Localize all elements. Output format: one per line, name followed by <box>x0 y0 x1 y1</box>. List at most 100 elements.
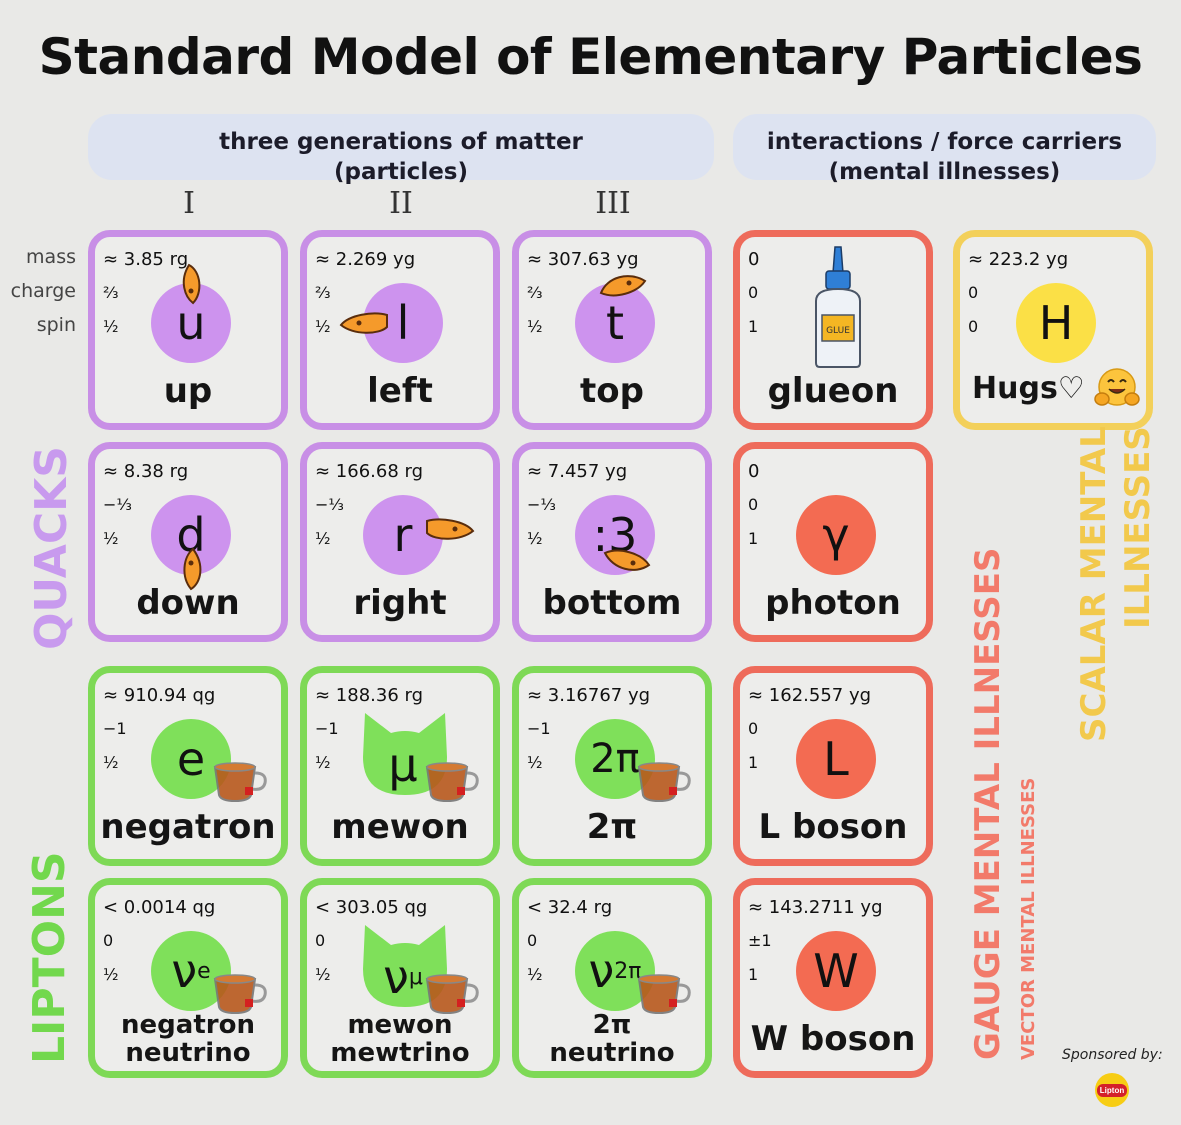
mass-value: ≈ 188.36 rg <box>315 685 424 706</box>
particle-name-line2: mewtrino <box>330 1038 470 1068</box>
symbol-main: ν <box>383 950 409 1004</box>
particle-name: right <box>353 583 447 623</box>
mass-value: ≈ 223.2 yg <box>968 249 1069 270</box>
particle-name: mewon <box>331 807 469 847</box>
particle-name: negatron neutrino <box>95 1011 281 1067</box>
spin-row-label: spin <box>36 314 76 336</box>
charge-value: ±1 <box>748 931 772 950</box>
particle-symbol: γ <box>796 495 876 575</box>
spin-value: ½ <box>103 753 119 772</box>
generation-3-label: III <box>595 186 631 221</box>
mass-value: ≈ 8.38 rg <box>103 461 189 482</box>
duck-bill-icon <box>426 518 475 540</box>
particle-card-higgs[interactable]: ≈ 223.2 yg 0 0 H Hugs♡ <box>953 230 1153 430</box>
quacks-label: QUACKS <box>26 446 77 650</box>
cat-head-icon <box>363 713 447 795</box>
charge-value: −1 <box>527 719 551 738</box>
particle-card-right[interactable]: ≈ 166.68 rg −⅓ ½ r right <box>300 442 500 642</box>
teacup-icon <box>213 974 267 1015</box>
spin-value: ½ <box>527 529 543 548</box>
charge-value: 0 <box>103 931 114 950</box>
glue-label: GLUE <box>826 326 850 336</box>
charge-value: ⅔ <box>527 283 543 302</box>
particle-card-photon[interactable]: 0 0 1 γ photon <box>733 442 933 642</box>
forces-header-line2: (mental illnesses) <box>828 159 1061 185</box>
particle-card-twopi[interactable]: ≈ 3.16767 yg −1 ½ 2π 2π <box>512 666 712 866</box>
spin-value: 0 <box>968 317 979 336</box>
scalar-label-line2: ILLNESSES <box>1118 426 1158 630</box>
mass-value: ≈ 143.2711 yg <box>748 897 883 918</box>
particle-symbol: μ <box>388 738 418 792</box>
particle-card-down[interactable]: ≈ 8.38 rg −⅓ ½ d down <box>88 442 288 642</box>
symbol-subscript: 2π <box>614 958 642 984</box>
teacup-icon <box>425 762 479 803</box>
particle-card-up[interactable]: ≈ 3.85 rg ⅔ ½ u up <box>88 230 288 430</box>
particle-name: 2π neutrino <box>519 1011 705 1067</box>
particle-name: negatron <box>100 807 276 847</box>
spin-value: ½ <box>315 529 331 548</box>
particle-symbol: W <box>796 931 876 1011</box>
charge-value: 0 <box>748 495 759 514</box>
particle-name: left <box>367 371 433 411</box>
charge-value: ⅔ <box>103 283 119 302</box>
mass-value: < 32.4 rg <box>527 897 613 918</box>
mass-value: ≈ 910.94 qg <box>103 685 216 706</box>
forces-header-line1: interactions / force carriers <box>766 129 1123 155</box>
lipton-logo-icon: Lipton <box>1095 1073 1129 1107</box>
charge-row-label: charge <box>10 280 76 302</box>
mass-value: ≈ 3.16767 yg <box>527 685 651 706</box>
glue-bottle-icon: GLUE <box>815 246 861 368</box>
particle-name: W boson <box>750 1019 916 1059</box>
spin-value: 1 <box>748 965 759 984</box>
charge-value: −⅓ <box>315 495 344 514</box>
mass-value: ≈ 7.457 yg <box>527 461 628 482</box>
spin-value: 1 <box>748 317 759 336</box>
particle-symbol: u <box>151 283 231 363</box>
particle-card-left[interactable]: ≈ 2.269 yg ⅔ ½ l left <box>300 230 500 430</box>
symbol-main: ν <box>588 944 615 998</box>
matter-header-line1: three generations of matter <box>219 129 583 155</box>
particle-card-bottom[interactable]: ≈ 7.457 yg −⅓ ½ :3 bottom <box>512 442 712 642</box>
particle-symbol: l <box>363 283 443 363</box>
particle-card-lboson[interactable]: ≈ 162.557 yg 0 1 L L boson <box>733 666 933 866</box>
particle-name: Hugs♡ <box>972 371 1158 406</box>
charge-value: −⅓ <box>103 495 132 514</box>
teacup-icon <box>637 974 691 1015</box>
mass-value: ≈ 2.269 yg <box>315 249 416 270</box>
mass-row-label: mass <box>26 246 76 268</box>
spin-value: ½ <box>103 529 119 548</box>
duck-bill-icon <box>599 275 647 297</box>
particle-symbol: H <box>1016 283 1096 363</box>
particle-name: 2π <box>586 807 638 847</box>
duck-bill-icon <box>339 312 388 334</box>
cat-head-icon <box>363 925 447 1007</box>
vector-mental-illnesses-label: VECTOR MENTAL ILLNESSES <box>1018 777 1039 1060</box>
particle-name-line2: neutrino <box>125 1038 251 1068</box>
particle-card-glueon[interactable]: 0 0 1 GLUE glueon <box>733 230 933 430</box>
particle-card-top[interactable]: ≈ 307.63 yg ⅔ ½ t top <box>512 230 712 430</box>
particle-card-negatron[interactable]: ≈ 910.94 qg −1 ½ e negatron <box>88 666 288 866</box>
scalar-label-line1: SCALAR MENTAL <box>1074 426 1114 742</box>
spin-value: 1 <box>748 753 759 772</box>
particle-name: glueon <box>767 371 899 411</box>
particle-card-mewon[interactable]: ≈ 188.36 rg −1 ½ μ mewon <box>300 666 500 866</box>
particle-card-2pi-neutrino[interactable]: < 32.4 rg 0 ½ ν 2π 2π neutrino <box>512 878 712 1078</box>
matter-header-line2: (particles) <box>333 159 469 185</box>
hugging-face-icon <box>1094 368 1140 406</box>
spin-value: ½ <box>103 965 119 984</box>
forces-header: interactions / force carriers (mental il… <box>733 114 1156 185</box>
particle-card-wboson[interactable]: ≈ 143.2711 yg ±1 1 W W boson <box>733 878 933 1078</box>
particle-name-line1: negatron <box>121 1010 255 1040</box>
mass-value: ≈ 307.63 yg <box>527 249 639 270</box>
particle-name: down <box>136 583 240 623</box>
symbol-subscript: e <box>197 958 211 984</box>
particle-name: top <box>580 371 644 411</box>
spin-value: ½ <box>315 753 331 772</box>
mass-value: ≈ 166.68 rg <box>315 461 424 482</box>
duck-bill-icon <box>182 263 201 305</box>
particle-name-text: Hugs♡ <box>972 371 1085 406</box>
